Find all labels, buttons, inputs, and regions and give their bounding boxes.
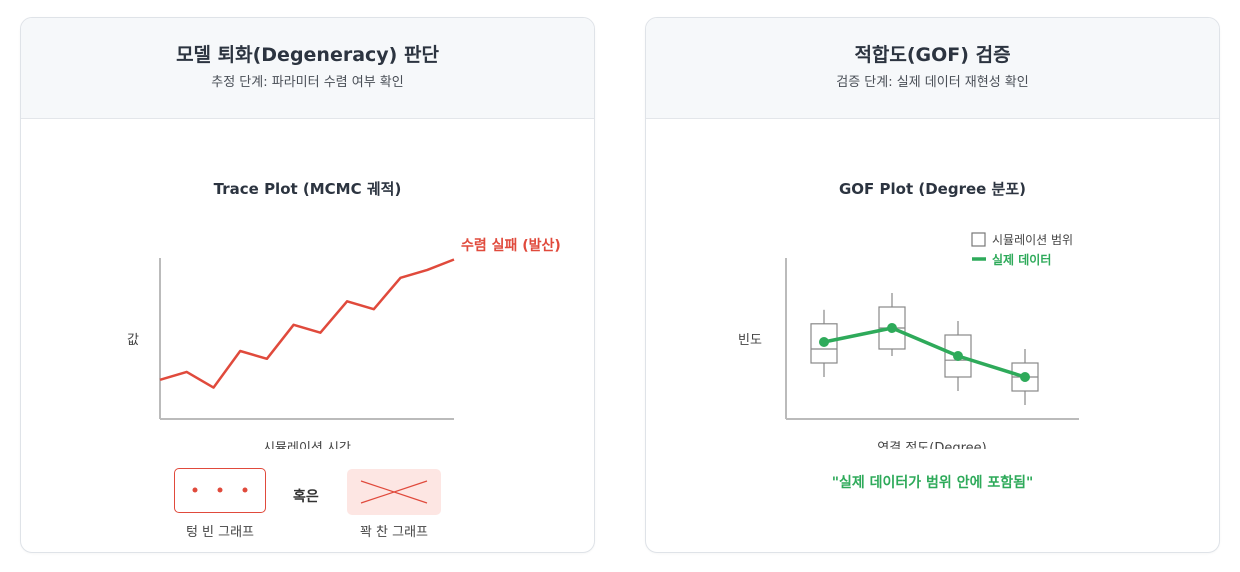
- trace-x-label: 시뮬레이션 시간: [263, 441, 351, 449]
- gof-card-subtitle: 검증 단계: 실제 데이터 재현성 확인: [836, 75, 1029, 90]
- degeneracy-card-title: 모델 퇴화(Degeneracy) 판단: [176, 44, 439, 66]
- observed-point-3: [953, 351, 963, 361]
- trace-line: [159, 258, 455, 389]
- full-graph-icon: [347, 469, 441, 515]
- trace-fail-label: 수렴 실패 (발산): [461, 237, 561, 254]
- gof-x-label: 연결 정도(Degree): [877, 441, 986, 449]
- empty-graph-caption: 텅 빈 그래프: [185, 525, 255, 540]
- trace-plot: 값 시뮬레이션 시간 수렴 실패 (발산): [127, 237, 561, 449]
- degeneracy-card-subtitle: 추정 단계: 파라미터 수렴 여부 확인: [211, 75, 404, 90]
- full-graph-caption: 꽉 찬 그래프: [359, 525, 429, 540]
- observed-point-2: [887, 323, 897, 333]
- gof-y-label: 빈도: [738, 333, 762, 348]
- legend-sim-label: 시뮬레이션 범위: [992, 233, 1073, 247]
- trace-plot-title: Trace Plot (MCMC 궤적): [213, 180, 402, 198]
- observed-point-1: [819, 337, 829, 347]
- degeneracy-card-header: 모델 퇴화(Degeneracy) 판단 추정 단계: 파라미터 수렴 여부 확…: [21, 18, 594, 119]
- gof-card-title: 적합도(GOF) 검증: [854, 44, 1011, 66]
- observed-point-4: [1020, 372, 1030, 382]
- gof-plot-title: GOF Plot (Degree 분포): [838, 180, 1026, 198]
- trace-y-label: 값: [127, 333, 139, 348]
- or-text: 혹은: [293, 489, 319, 505]
- gof-plot: 시뮬레이션 범위 실제 데이터 빈도 연결 정도(Degree): [738, 232, 1079, 449]
- degeneracy-card: 모델 퇴화(Degeneracy) 판단 추정 단계: 파라미터 수렴 여부 확…: [20, 17, 595, 553]
- legend-sim-swatch: [971, 232, 986, 247]
- observed-line: [823, 326, 1026, 379]
- gof-conclusion: "실제 데이터가 범위 안에 포함됨": [831, 475, 1034, 491]
- gof-card: 적합도(GOF) 검증 검증 단계: 실제 데이터 재현성 확인 GOF Plo…: [645, 17, 1220, 553]
- legend-obs-label: 실제 데이터: [992, 252, 1051, 267]
- gof-card-header: 적합도(GOF) 검증 검증 단계: 실제 데이터 재현성 확인: [646, 18, 1219, 119]
- empty-graph-icon: [174, 468, 266, 513]
- sim-box-4: [1011, 349, 1039, 405]
